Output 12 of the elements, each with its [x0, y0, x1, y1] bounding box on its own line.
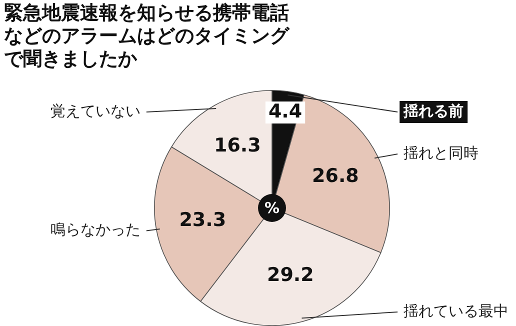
- data-label: 26.8: [312, 165, 359, 188]
- slice-label: 揺れる前: [402, 102, 464, 120]
- chart-title: 緊急地震速報を知らせる携帯電話などのアラームはどのタイミングで聞きましたか: [4, 2, 291, 71]
- data-label: 29.2: [266, 264, 314, 286]
- data-label: 23.3: [179, 208, 226, 231]
- slice-label: 揺れと同時: [404, 144, 479, 162]
- data-label: 16.3: [214, 134, 261, 156]
- text: %: [264, 198, 280, 217]
- slice-label: 覚えていない: [50, 102, 140, 120]
- slice-label: 揺れている最中: [404, 302, 509, 320]
- slice-label: 鳴らなかった: [50, 220, 140, 239]
- data-label: 4.4: [268, 100, 302, 122]
